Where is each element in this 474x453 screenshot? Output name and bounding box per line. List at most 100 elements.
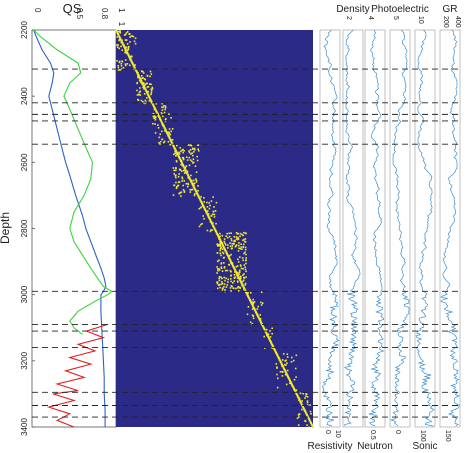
similarity-diagonal-cell <box>192 185 195 188</box>
similarity-cell <box>218 279 221 282</box>
similarity-diagonal-cell <box>239 279 242 282</box>
similarity-cell <box>201 222 203 225</box>
similarity-cell <box>192 154 194 157</box>
similarity-diagonal-cell <box>127 54 130 57</box>
similarity-diagonal-cell <box>293 387 295 390</box>
similarity-cell <box>301 400 303 402</box>
similarity-diagonal-cell <box>302 406 305 409</box>
similarity-cell <box>247 306 250 308</box>
similarity-cell <box>224 279 226 282</box>
similarity-diagonal-cell <box>224 250 227 252</box>
similarity-cell <box>182 148 184 151</box>
similarity-cell <box>245 276 247 278</box>
similarity-diagonal-cell <box>130 59 133 62</box>
similarity-diagonal-cell <box>242 285 245 288</box>
similarity-cell <box>222 252 225 255</box>
similarity-cell <box>259 314 261 316</box>
similarity-diagonal-cell <box>287 377 290 379</box>
similarity-cell <box>177 184 180 187</box>
similarity-cell <box>243 238 245 241</box>
similarity-cell <box>190 188 193 191</box>
similarity-cell <box>195 178 197 180</box>
similarity-cell <box>216 272 218 274</box>
similarity-diagonal-cell <box>285 373 288 376</box>
similarity-diagonal-cell <box>183 166 186 169</box>
similarity-diagonal-cell <box>235 271 238 274</box>
similarity-cell <box>230 232 232 234</box>
similarity-cell <box>251 323 254 325</box>
similarity-diagonal-cell <box>311 424 314 427</box>
similarity-diagonal-cell <box>217 235 220 238</box>
similarity-cell <box>185 156 188 158</box>
similarity-cell <box>238 271 241 273</box>
similarity-cell <box>220 246 222 248</box>
similarity-cell <box>132 35 135 38</box>
similarity-cell <box>189 159 192 161</box>
similarity-cell <box>238 242 240 244</box>
log-bottom-label: Resistivity <box>307 441 352 452</box>
similarity-diagonal-cell <box>128 55 131 58</box>
similarity-cell <box>243 243 245 246</box>
similarity-cell <box>264 347 266 349</box>
similarity-cell <box>130 35 133 37</box>
similarity-cell <box>299 392 302 395</box>
similarity-cell <box>136 94 139 96</box>
similarity-diagonal-cell <box>243 287 246 290</box>
similarity-cell <box>234 271 236 273</box>
similarity-diagonal-cell <box>156 112 159 115</box>
similarity-cell <box>175 176 177 179</box>
qs-y-tick-label: 3400 <box>20 418 29 436</box>
similarity-diagonal-cell <box>233 268 236 271</box>
similarity-cell <box>241 257 244 259</box>
similarity-diagonal-cell <box>138 76 141 79</box>
similarity-diagonal-cell <box>222 244 224 247</box>
similarity-diagonal-cell <box>166 133 169 136</box>
similarity-cell <box>224 242 226 245</box>
similarity-cell <box>206 201 208 204</box>
similarity-cell <box>141 70 143 73</box>
similarity-cell <box>229 242 231 244</box>
similarity-cell <box>236 265 239 267</box>
similarity-cell <box>152 115 155 118</box>
similarity-cell <box>123 34 126 36</box>
similarity-diagonal-cell <box>306 414 309 417</box>
similarity-cell <box>285 383 288 386</box>
similarity-matrix-panel: 1 <box>115 22 315 429</box>
similarity-diagonal-cell <box>126 52 129 55</box>
similarity-diagonal-cell <box>128 56 131 59</box>
qs-series-lines <box>33 29 113 428</box>
similarity-cell <box>121 60 123 62</box>
similarity-cell <box>237 238 240 240</box>
similarity-diagonal-cell <box>303 408 306 411</box>
similarity-cell <box>305 393 308 396</box>
similarity-cell <box>229 245 232 248</box>
similarity-cell <box>161 102 164 105</box>
similarity-diagonal-cell <box>266 334 269 337</box>
similarity-cell <box>235 238 238 240</box>
similarity-diagonal-cell <box>240 281 243 284</box>
similarity-diagonal-cell <box>241 284 244 287</box>
similarity-cell <box>239 248 242 250</box>
similarity-cell <box>161 106 163 108</box>
similarity-diagonal-cell <box>159 119 162 121</box>
similarity-cell <box>227 247 229 249</box>
similarity-diagonal-cell <box>254 310 257 313</box>
similarity-cell <box>141 77 143 79</box>
similarity-diagonal-cell <box>206 214 209 217</box>
similarity-diagonal-cell <box>237 276 240 279</box>
similarity-cell <box>240 265 242 267</box>
similarity-diagonal-cell <box>246 293 249 296</box>
similarity-cell <box>296 417 299 419</box>
similarity-diagonal-cell <box>257 316 260 319</box>
similarity-cell <box>210 200 213 202</box>
similarity-diagonal-cell <box>205 211 208 214</box>
similarity-cell <box>237 236 239 239</box>
similarity-cell <box>252 301 255 304</box>
similarity-cell <box>312 393 315 395</box>
similarity-cell <box>252 298 254 301</box>
similarity-cell <box>223 276 225 279</box>
similarity-cell <box>239 232 242 235</box>
similarity-cell <box>284 360 286 362</box>
similarity-cell <box>286 356 289 358</box>
